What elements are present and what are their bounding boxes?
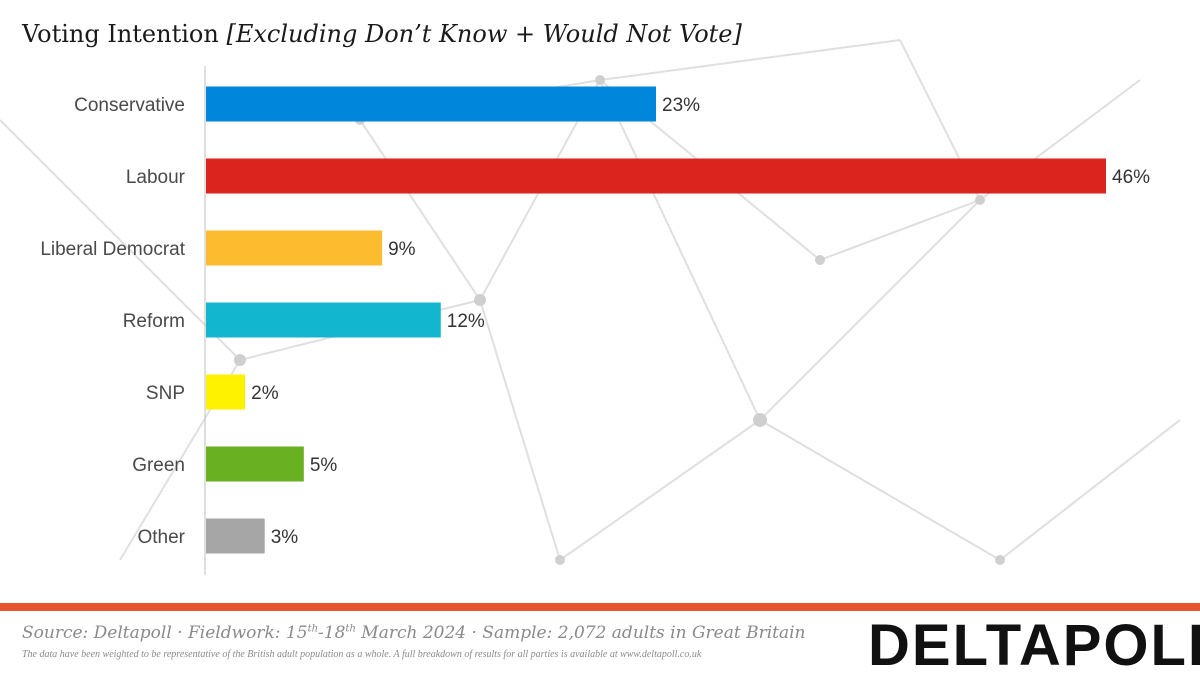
bar-liberal-democrat [206, 230, 383, 266]
category-label: Labour [126, 167, 186, 188]
bar-conservative [206, 86, 656, 122]
fieldwork-start-suffix: th [307, 623, 319, 635]
value-label: 9% [388, 239, 416, 260]
value-label: 2% [251, 383, 279, 404]
value-label: 5% [310, 455, 338, 476]
chart-title: Voting Intention [Excluding Don’t Know +… [22, 20, 742, 48]
bar-reform [206, 302, 441, 338]
chart-subtitle: [Excluding Don’t Know + Would Not Vote] [226, 20, 742, 48]
bar-green [206, 446, 304, 482]
chart-title-main: Voting Intention [22, 20, 219, 48]
source-line: Source: Deltapoll · Fieldwork: 15th-18th… [22, 623, 806, 643]
footer-divider [0, 603, 1200, 611]
source-prefix: Source: Deltapoll · Fieldwork: 15 [22, 623, 308, 643]
bar-labour [206, 158, 1106, 194]
category-label: Other [137, 527, 185, 548]
value-label: 12% [447, 311, 485, 332]
bar-chart: Conservative 23% Labour 46% Liberal Democrat… [40, 66, 1150, 575]
value-label: 46% [1112, 167, 1150, 188]
category-label: Green [132, 455, 185, 476]
category-label: Liberal Democrat [40, 239, 185, 260]
value-label: 23% [662, 95, 700, 116]
bar-snp [206, 374, 246, 410]
source-suffix: March 2024 · Sample: 2,072 adults in Gre… [355, 623, 806, 643]
category-label: SNP [146, 383, 185, 404]
category-label: Reform [123, 311, 185, 332]
weighting-note: The data have been weighted to be repres… [22, 649, 702, 660]
category-label: Conservative [74, 95, 185, 116]
deltapoll-logo: DELTAPOLL [868, 613, 1200, 678]
fieldwork-end-suffix: th [345, 623, 356, 635]
fieldwork-mid: -18 [318, 623, 346, 643]
bar-other [206, 518, 265, 554]
value-label: 3% [271, 527, 299, 548]
